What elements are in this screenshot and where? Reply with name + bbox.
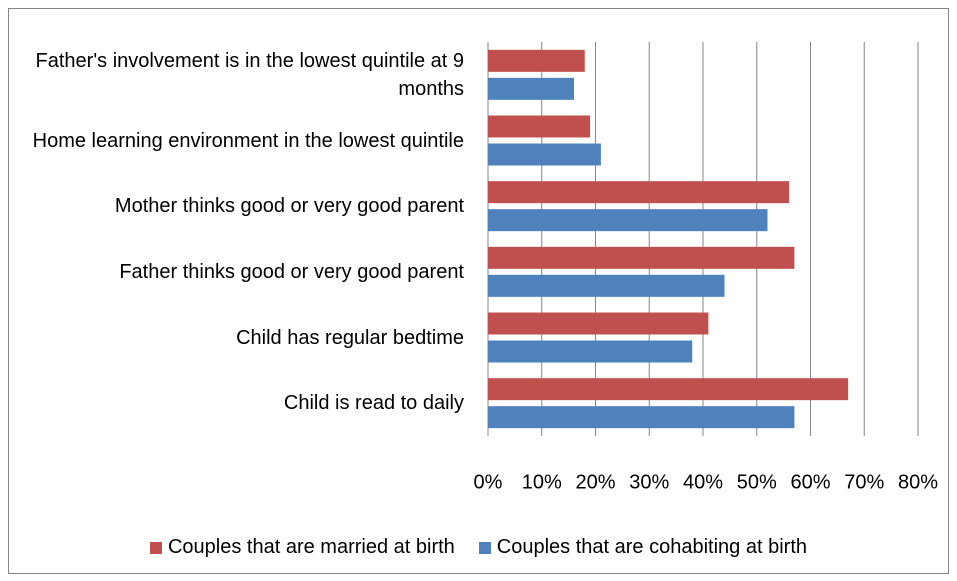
- legend-swatch: [478, 541, 491, 554]
- bar: [488, 181, 789, 204]
- legend-item: Couples that are married at birth: [149, 536, 455, 559]
- legend-label: Couples that are married at birth: [167, 536, 455, 558]
- category-label: Father thinks good or very good parent: [119, 260, 464, 283]
- bar: [488, 274, 725, 297]
- bar: [488, 340, 693, 363]
- x-tick-label: 0%: [474, 471, 503, 493]
- bar: [488, 143, 601, 166]
- legend-item: Couples that are cohabiting at birth: [478, 536, 807, 559]
- category-label: Child is read to daily: [283, 392, 464, 415]
- x-tick-label: 80%: [898, 471, 938, 493]
- category-label: Mother thinks good or very good parent: [114, 195, 464, 218]
- chart-frame: [8, 8, 949, 574]
- x-tick-label: 40%: [683, 471, 723, 493]
- category-label: Father's involvement is in the lowest qu…: [35, 49, 464, 100]
- legend-label: Couples that are cohabiting at birth: [496, 536, 807, 558]
- bar: [488, 312, 709, 335]
- legend: Couples that are married at birth Couples…: [0, 536, 957, 559]
- category-label: Home learning environment in the lowest …: [32, 129, 464, 152]
- x-tick-label: 50%: [737, 471, 777, 493]
- x-tick-label: 10%: [522, 471, 562, 493]
- bar: [488, 246, 795, 269]
- x-tick-label: 60%: [790, 471, 830, 493]
- x-tick-label: 30%: [629, 471, 669, 493]
- bar: [488, 115, 591, 138]
- category-label: Child has regular bedtime: [236, 326, 464, 349]
- bar: [488, 406, 795, 429]
- legend-swatch: [149, 541, 162, 554]
- bar: [488, 209, 768, 232]
- bar: [488, 49, 585, 72]
- x-tick-label: 70%: [844, 471, 884, 493]
- bar: [488, 378, 849, 401]
- x-tick-label: 20%: [575, 471, 615, 493]
- bar: [488, 77, 574, 100]
